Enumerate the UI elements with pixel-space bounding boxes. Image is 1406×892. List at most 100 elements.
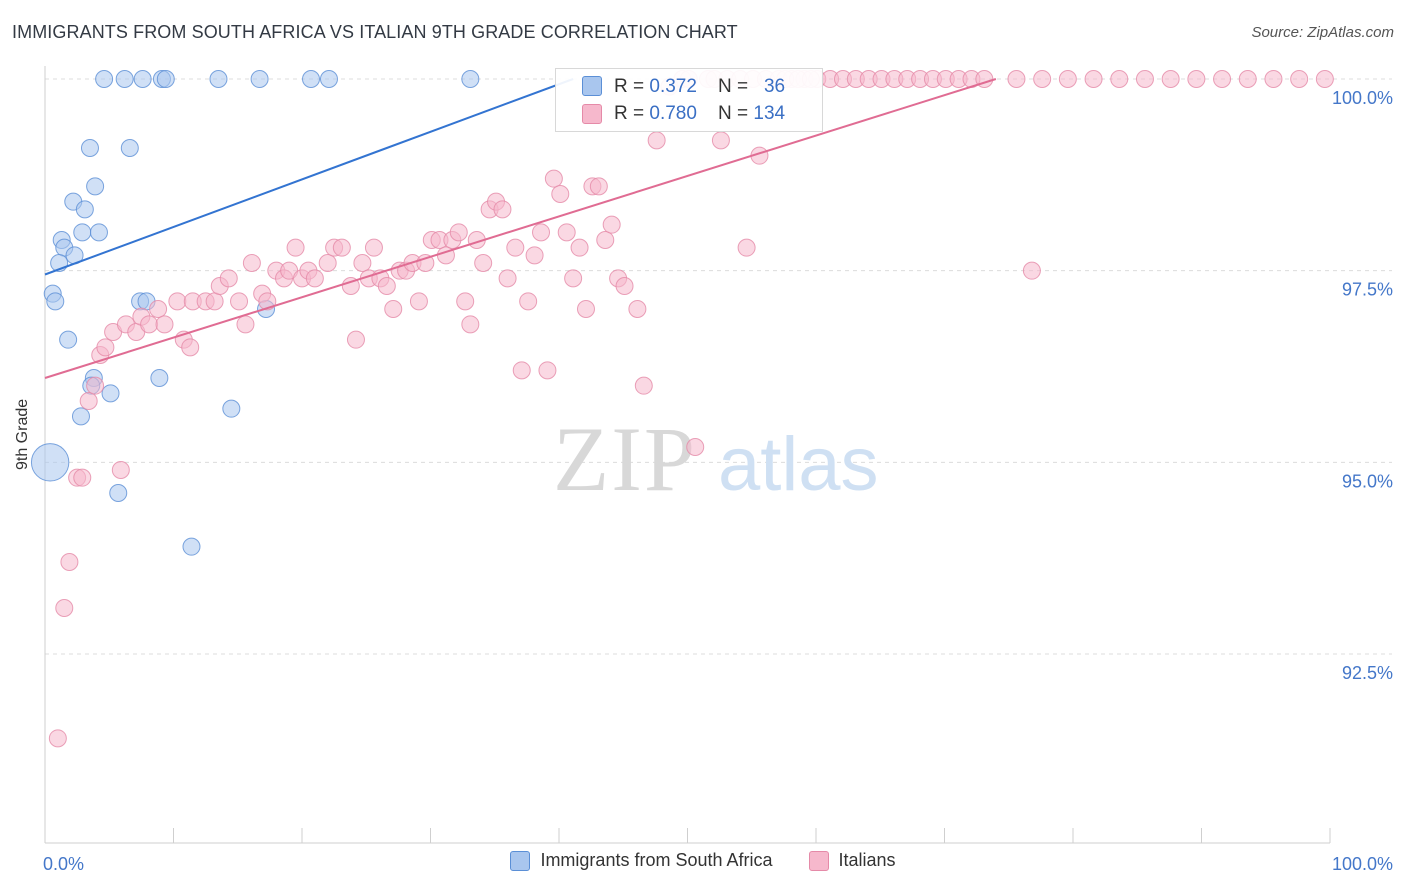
south-africa-point	[86, 177, 105, 196]
italians-point	[506, 238, 525, 257]
south-africa-point	[46, 292, 65, 311]
italians-point	[634, 376, 653, 395]
italians-point	[1007, 70, 1026, 88]
italians-point	[332, 238, 351, 257]
italians-point	[557, 223, 576, 242]
y-tick-label: 95.0%	[1342, 471, 1393, 491]
south-africa-point	[182, 537, 201, 556]
italians-point	[48, 729, 67, 748]
italians-point	[364, 238, 383, 257]
italians-point	[544, 169, 563, 188]
y-tick-label: 100.0%	[1332, 88, 1393, 108]
legend-pink-swatch	[808, 850, 829, 871]
watermark-atlas: atlas	[718, 422, 879, 507]
stats-blue-n-value: 36	[763, 76, 786, 97]
italians-point	[570, 238, 589, 257]
italians-point	[353, 254, 372, 272]
italians-point	[474, 254, 493, 272]
south-africa-point	[101, 384, 120, 403]
south-africa-point	[30, 443, 70, 482]
italians-point	[628, 300, 647, 318]
italians-point	[602, 215, 621, 234]
italians-point	[219, 269, 238, 288]
south-africa-point	[95, 70, 114, 88]
italians-point	[686, 438, 705, 456]
south-africa-point	[80, 139, 99, 157]
stats-pink-n-value: 134	[753, 103, 786, 124]
italians-point	[1022, 261, 1041, 280]
south-africa-trend-line	[44, 78, 574, 276]
south-africa-point	[133, 70, 152, 88]
italians-point	[1058, 70, 1077, 88]
stats-pink-swatch	[582, 104, 602, 124]
italians-point	[181, 338, 200, 357]
italians-point	[140, 315, 159, 334]
stats-blue-n-label: N =	[718, 76, 754, 97]
south-africa-point	[209, 70, 228, 88]
italians-point	[1161, 70, 1180, 88]
italians-point	[512, 361, 531, 380]
italians-point	[96, 338, 115, 357]
italians-point	[86, 376, 105, 395]
italians-trend-line	[44, 78, 997, 379]
italians-point	[449, 223, 468, 242]
italians-point	[384, 300, 403, 318]
italians-point	[1213, 70, 1232, 88]
italians-point	[564, 269, 583, 288]
south-africa-point	[120, 139, 139, 157]
italians-point	[493, 200, 512, 219]
italians-point	[55, 599, 74, 617]
stats-pink-r-value: 0.780	[649, 103, 697, 124]
italians-point	[149, 300, 168, 318]
italians-point	[111, 461, 130, 479]
legend-item-italians[interactable]: Italians	[808, 850, 896, 871]
south-africa-point	[222, 399, 241, 418]
stats-blue-row: R = 0.372 N = 36	[614, 76, 785, 98]
x-tick-label-min: 0.0%	[43, 854, 84, 874]
italians-point	[576, 300, 595, 318]
italians-point	[341, 277, 360, 295]
italians-point	[1315, 70, 1334, 88]
y-tick-label: 92.5%	[1342, 663, 1393, 683]
y-tick-label: 97.5%	[1342, 280, 1393, 300]
italians-point	[1264, 70, 1283, 88]
south-africa-point	[75, 200, 94, 219]
south-africa-point	[89, 223, 108, 242]
south-africa-point	[319, 70, 338, 88]
legend-blue-label: Immigrants from South Africa	[540, 850, 773, 870]
italians-point	[589, 177, 608, 196]
italians-point	[519, 292, 538, 311]
south-africa-point	[71, 407, 90, 426]
south-africa-point	[73, 223, 92, 242]
italians-point	[532, 223, 551, 242]
italians-point	[1033, 70, 1052, 88]
south-africa-point	[150, 369, 169, 387]
italians-point	[737, 238, 756, 257]
italians-point	[155, 315, 174, 334]
italians-point	[456, 292, 475, 311]
legend: Immigrants from South Africa Italians	[0, 850, 1406, 871]
italians-point	[73, 468, 92, 487]
italians-point	[377, 277, 396, 295]
italians-point	[242, 254, 261, 272]
italians-point	[318, 254, 337, 272]
stats-blue-r-label: R =	[614, 76, 650, 97]
italians-point	[409, 292, 428, 311]
legend-blue-swatch	[510, 850, 531, 871]
stats-blue-swatch	[582, 76, 602, 96]
italians-point	[1290, 70, 1309, 88]
italians-point	[1084, 70, 1103, 88]
legend-item-south-africa[interactable]: Immigrants from South Africa	[510, 850, 773, 871]
stats-pink-n-label: N =	[718, 103, 754, 124]
stats-box: R = 0.372 N = 36 R = 0.780 N = 134	[555, 68, 823, 132]
italians-point	[1135, 70, 1154, 88]
italians-point	[538, 361, 557, 380]
italians-point	[615, 277, 634, 295]
italians-point	[498, 269, 517, 288]
stats-blue-r-value: 0.372	[649, 76, 697, 97]
x-tick-label-max: 100.0%	[1332, 854, 1393, 874]
italians-point	[525, 246, 544, 265]
italians-point	[258, 292, 277, 311]
stats-pink-row: R = 0.780 N = 134	[614, 103, 785, 125]
